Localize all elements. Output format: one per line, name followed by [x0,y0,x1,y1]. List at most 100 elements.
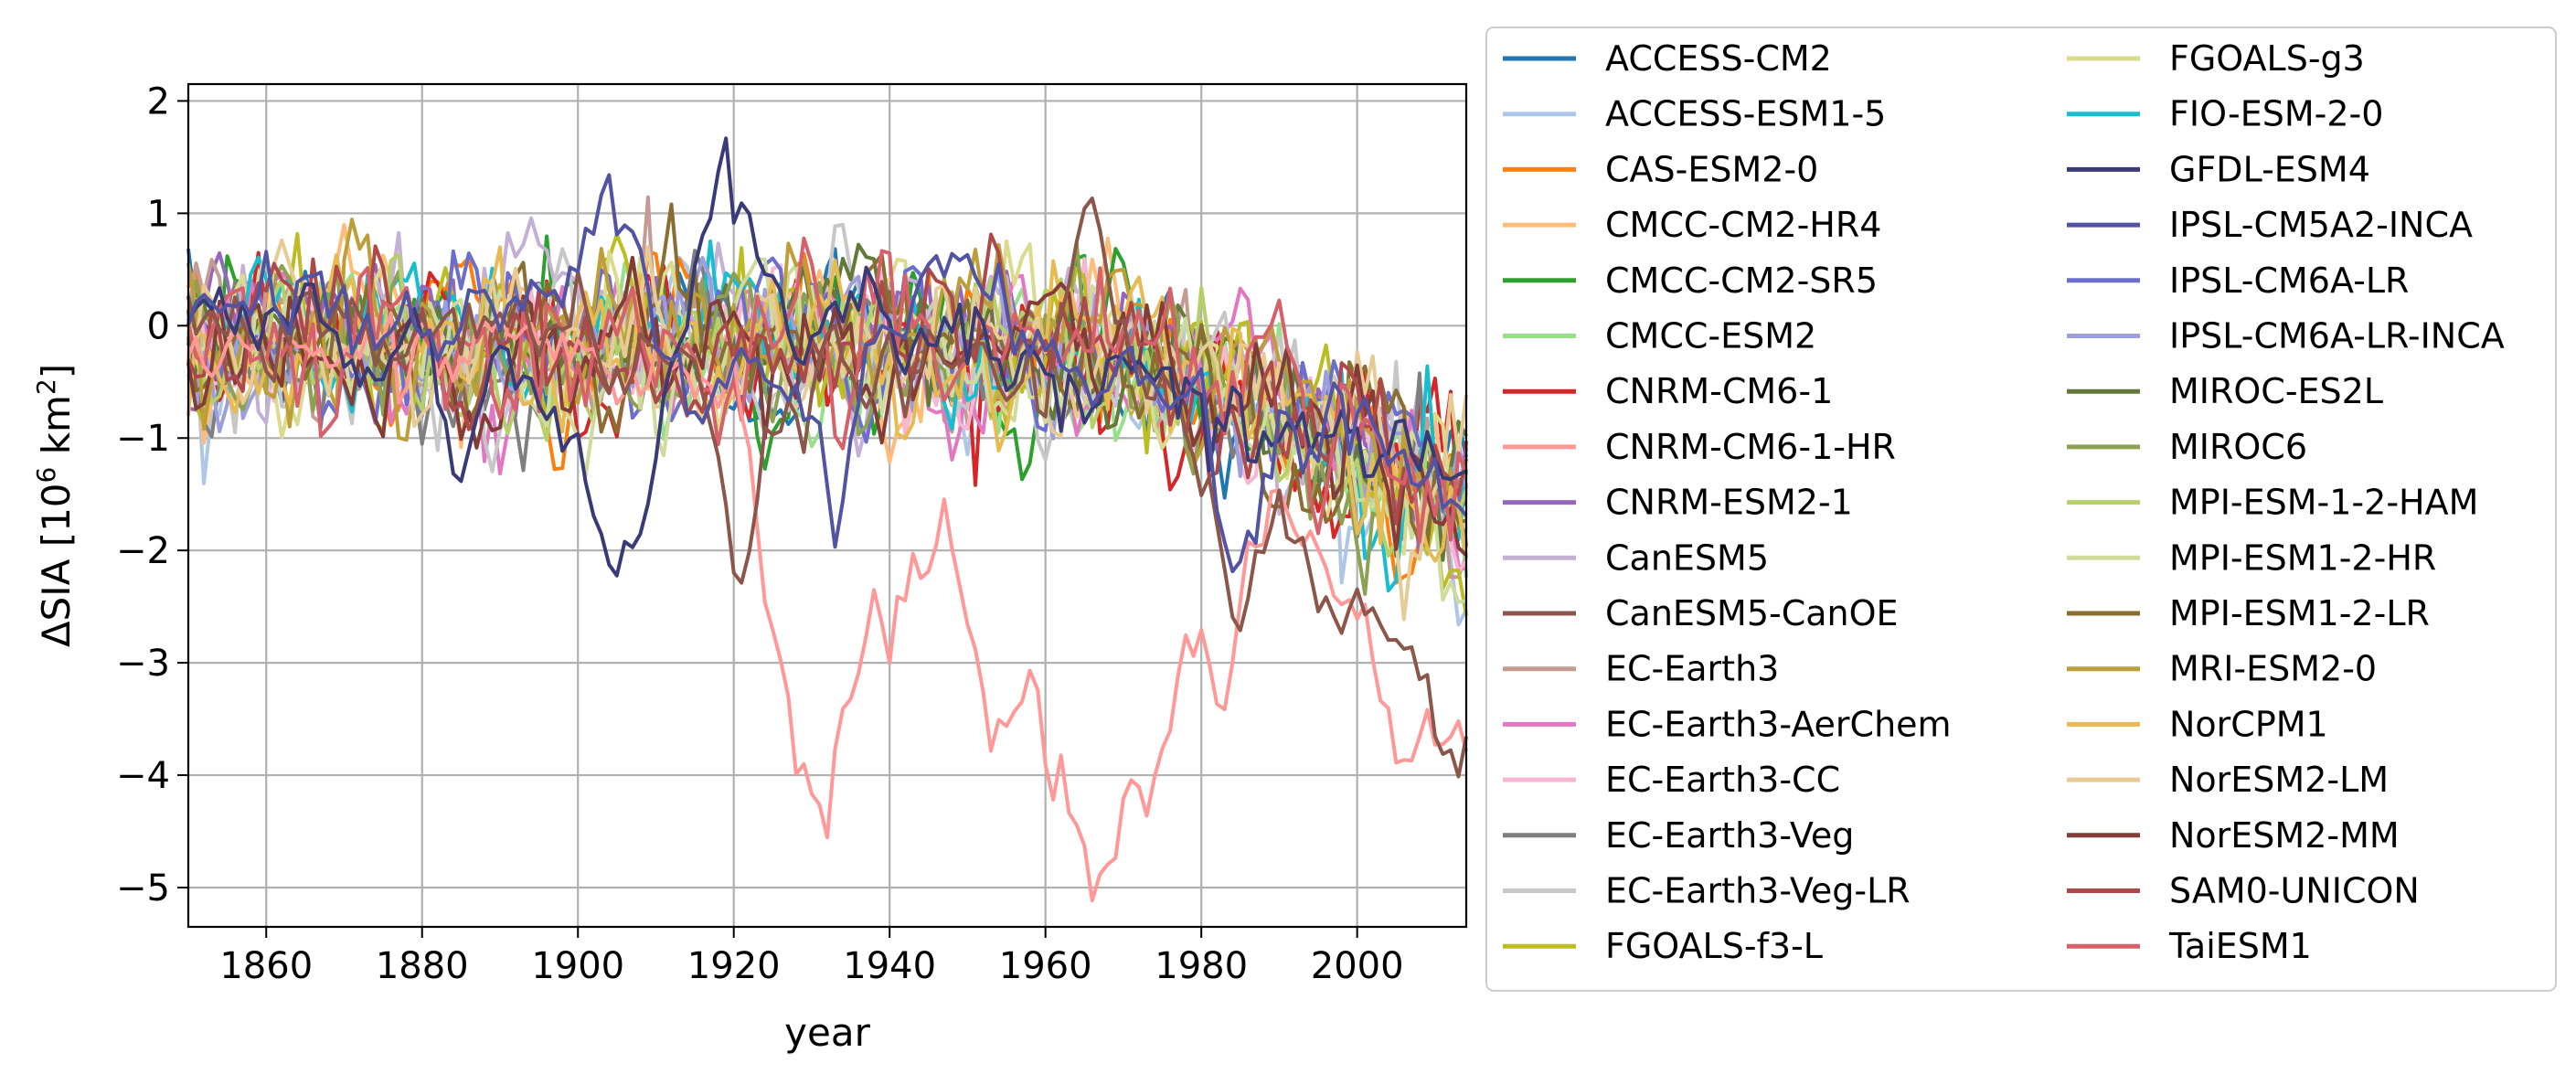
legend-item: MPI-ESM-1-2-HAM [2067,483,2478,523]
legend-item: CanESM5 [1503,537,1769,578]
legend-label: CNRM-CM6-1 [1605,371,1833,411]
x-tick-label: 1960 [999,945,1092,987]
y-tick-label: 1 [147,193,170,235]
x-tick-label: 1900 [531,945,624,987]
series-line-gfdl-esm4 [186,136,1467,578]
legend-box [1485,27,2557,992]
legend-label: ACCESS-CM2 [1605,38,1832,79]
legend-label: CanESM5-CanOE [1605,593,1899,633]
legend-label: MIROC-ES2L [2169,371,2383,411]
legend-label: IPSL-CM6A-LR-INCA [2169,316,2505,356]
legend-item: ACCESS-ESM1-5 [1503,94,1886,134]
legend-label: CanESM5 [1605,537,1769,578]
legend-label: IPSL-CM6A-LR [2169,261,2409,301]
y-tick-label: −1 [116,418,170,460]
legend-item: CanESM5-CanOE [1503,593,1899,633]
legend-item: FIO-ESM-2-0 [2067,94,2383,134]
legend-label: CMCC-ESM2 [1605,316,1816,356]
x-tick-label: 1980 [1155,945,1248,987]
legend-label: MPI-ESM1-2-HR [2169,537,2436,578]
legend-label: NorESM2-MM [2169,815,2400,856]
legend-label: CAS-ESM2-0 [1605,149,1818,189]
legend-item: EC-Earth3-Veg [1503,815,1854,856]
legend-item: MPI-ESM1-2-HR [2067,537,2436,578]
legend-label: CMCC-CM2-HR4 [1605,205,1881,245]
series-line-ipsl-cm5a2-inca [186,173,1468,574]
legend-item: CAS-ESM2-0 [1503,149,1818,189]
legend-label: FGOALS-f3-L [1605,926,1823,966]
legend-label: GFDL-ESM4 [2169,149,2370,189]
y-tick-label: 0 [147,305,170,347]
legend-item: CMCC-ESM2 [1503,316,1816,356]
legend-label: CMCC-CM2-SR5 [1605,261,1878,301]
series-line-canesm5-canoe [186,197,1468,779]
legend-item: MIROC-ES2L [2067,371,2383,411]
legend-item: MRI-ESM2-0 [2067,649,2377,689]
legend-item: CMCC-CM2-HR4 [1503,205,1881,245]
legend-label: EC-Earth3-CC [1605,760,1840,800]
plot-series [186,136,1468,903]
series-line-cnrm-cm6-1-hr [186,311,1468,903]
legend-label: MPI-ESM-1-2-HAM [2169,483,2478,523]
legend-label: MPI-ESM1-2-LR [2169,593,2430,633]
y-axis-label-superscript-2: 2 [31,378,61,395]
legend-label: EC-Earth3-Veg [1605,815,1854,856]
y-tick-label: 2 [147,80,170,122]
legend-item: CNRM-CM6-1 [1503,371,1833,411]
y-tick-label: −2 [116,530,170,572]
legend-label: MRI-ESM2-0 [2169,649,2377,689]
legend-item: EC-Earth3-AerChem [1503,704,1952,744]
legend-item: NorESM2-LM [2067,760,2389,800]
legend-label: EC-Earth3-Veg-LR [1605,871,1911,911]
y-tick-label: −5 [116,867,170,909]
legend-item: FGOALS-f3-L [1503,926,1823,966]
y-axis-label-superscript: 6 [31,467,61,484]
legend-item: TaiESM1 [2067,926,2312,966]
legend-item: EC-Earth3 [1503,649,1779,689]
legend-label: CNRM-ESM2-1 [1605,483,1853,523]
legend-label: FIO-ESM-2-0 [2169,94,2383,134]
y-tick-label: −4 [116,755,170,797]
legend-label: SAM0-UNICON [2169,871,2420,911]
legend-item: IPSL-CM5A2-INCA [2067,205,2473,245]
legend-item: MIROC6 [2067,427,2307,467]
y-axis-label-unit: km [34,395,79,467]
legend: ACCESS-CM2 ACCESS-ESM1-5 CAS-ESM2-0 CMCC-CM… [1485,27,2557,992]
legend-item: NorESM2-MM [2067,815,2400,856]
legend-item: ACCESS-CM2 [1503,38,1832,79]
x-tick-label: 1860 [219,945,313,987]
y-axis-ticks: 2 1 0 −1 −2 −3 −4 −5 [116,80,188,909]
legend-label: MIROC6 [2169,427,2307,467]
legend-label: CNRM-CM6-1-HR [1605,427,1896,467]
y-axis-label-main: ΔSIA [10 [34,483,79,647]
legend-label: IPSL-CM5A2-INCA [2169,205,2473,245]
legend-item: CMCC-CM2-SR5 [1503,261,1878,301]
x-tick-label: 1920 [687,945,781,987]
y-tick-label: −3 [116,643,170,685]
x-axis-label: year [784,1010,870,1055]
legend-item: IPSL-CM6A-LR [2067,261,2409,301]
legend-item: CNRM-ESM2-1 [1503,483,1853,523]
legend-label: ACCESS-ESM1-5 [1605,94,1886,134]
x-tick-label: 1880 [376,945,469,987]
legend-label: NorESM2-LM [2169,760,2389,800]
legend-item: EC-Earth3-Veg-LR [1503,871,1911,911]
legend-item: IPSL-CM6A-LR-INCA [2067,316,2505,356]
legend-item: CNRM-CM6-1-HR [1503,427,1896,467]
y-axis-label-end: ] [34,364,79,378]
series-line-taiesm1 [186,236,1468,544]
legend-item: GFDL-ESM4 [2067,149,2370,189]
x-axis-ticks: 1860 1880 1900 1920 1940 1960 1980 2000 [219,927,1404,987]
legend-label: FGOALS-g3 [2169,38,2365,79]
legend-label: TaiESM1 [2168,926,2312,966]
legend-item: SAM0-UNICON [2067,871,2420,911]
legend-label: NorCPM1 [2169,704,2328,744]
legend-item: FGOALS-g3 [2067,38,2365,79]
x-tick-label: 2000 [1311,945,1404,987]
x-tick-label: 1940 [843,945,936,987]
legend-item: MPI-ESM1-2-LR [2067,593,2430,633]
plot-frame [186,82,1468,929]
legend-label: EC-Earth3-AerChem [1605,704,1952,744]
legend-item: NorCPM1 [2067,704,2328,744]
